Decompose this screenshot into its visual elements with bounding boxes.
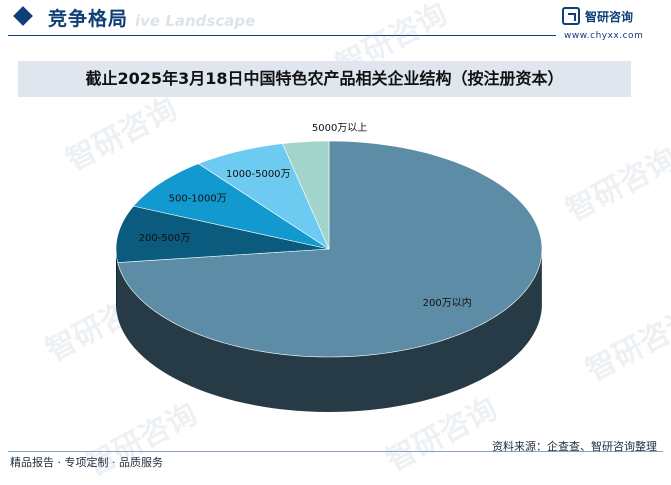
- slice-label-2: 500-1000万: [169, 193, 227, 204]
- header-divider: [8, 35, 556, 36]
- logo-name: 智研咨询: [585, 10, 634, 24]
- header: 竞争格局 ive Landscape 智研咨询 www.chyxx.com: [0, 0, 671, 44]
- chart-title-bar: 截止2025年3月18日中国特色农产品相关企业结构（按注册资本）: [18, 61, 631, 97]
- slice-label-0: 200万以内: [423, 296, 472, 309]
- slice-label-1: 200-500万: [139, 233, 191, 244]
- pie-slice-3: [197, 143, 330, 250]
- footer-divider: [8, 451, 663, 452]
- logo-url: www.chyxx.com: [564, 31, 644, 41]
- chart-title: 截止2025年3月18日中国特色农产品相关企业结构（按注册资本）: [85, 69, 564, 88]
- pie-slice-1: [115, 205, 330, 263]
- logo-icon: [562, 7, 580, 25]
- pie-tops: [115, 140, 543, 358]
- brand-logo: 智研咨询 www.chyxx.com: [562, 7, 662, 43]
- pie-side-0: [117, 252, 542, 412]
- slice-label-4: 5000万以上: [312, 122, 367, 134]
- section-title: 竞争格局: [48, 8, 129, 30]
- source-note: 资料来源：企查查、智研咨询整理: [492, 440, 657, 453]
- pie-side-1: [116, 249, 118, 318]
- slice-label-3: 1000-5000万: [226, 169, 291, 180]
- footer-tagline: 精品报告 · 专项定制 · 品质服务: [10, 456, 163, 469]
- section-subtitle-ghost: ive Landscape: [135, 12, 256, 30]
- pie-labels: 200万以内 200-500万 500-1000万 1000-5000万 5000万以上: [139, 122, 472, 309]
- pie-slice-2: [132, 163, 330, 250]
- pie-sides: [116, 249, 542, 412]
- pie-chart: 200万以内 200-500万 500-1000万 1000-5000万 5000万以上: [115, 122, 543, 412]
- pie-slice-4: [282, 140, 330, 250]
- pie-slice-0: [117, 140, 543, 358]
